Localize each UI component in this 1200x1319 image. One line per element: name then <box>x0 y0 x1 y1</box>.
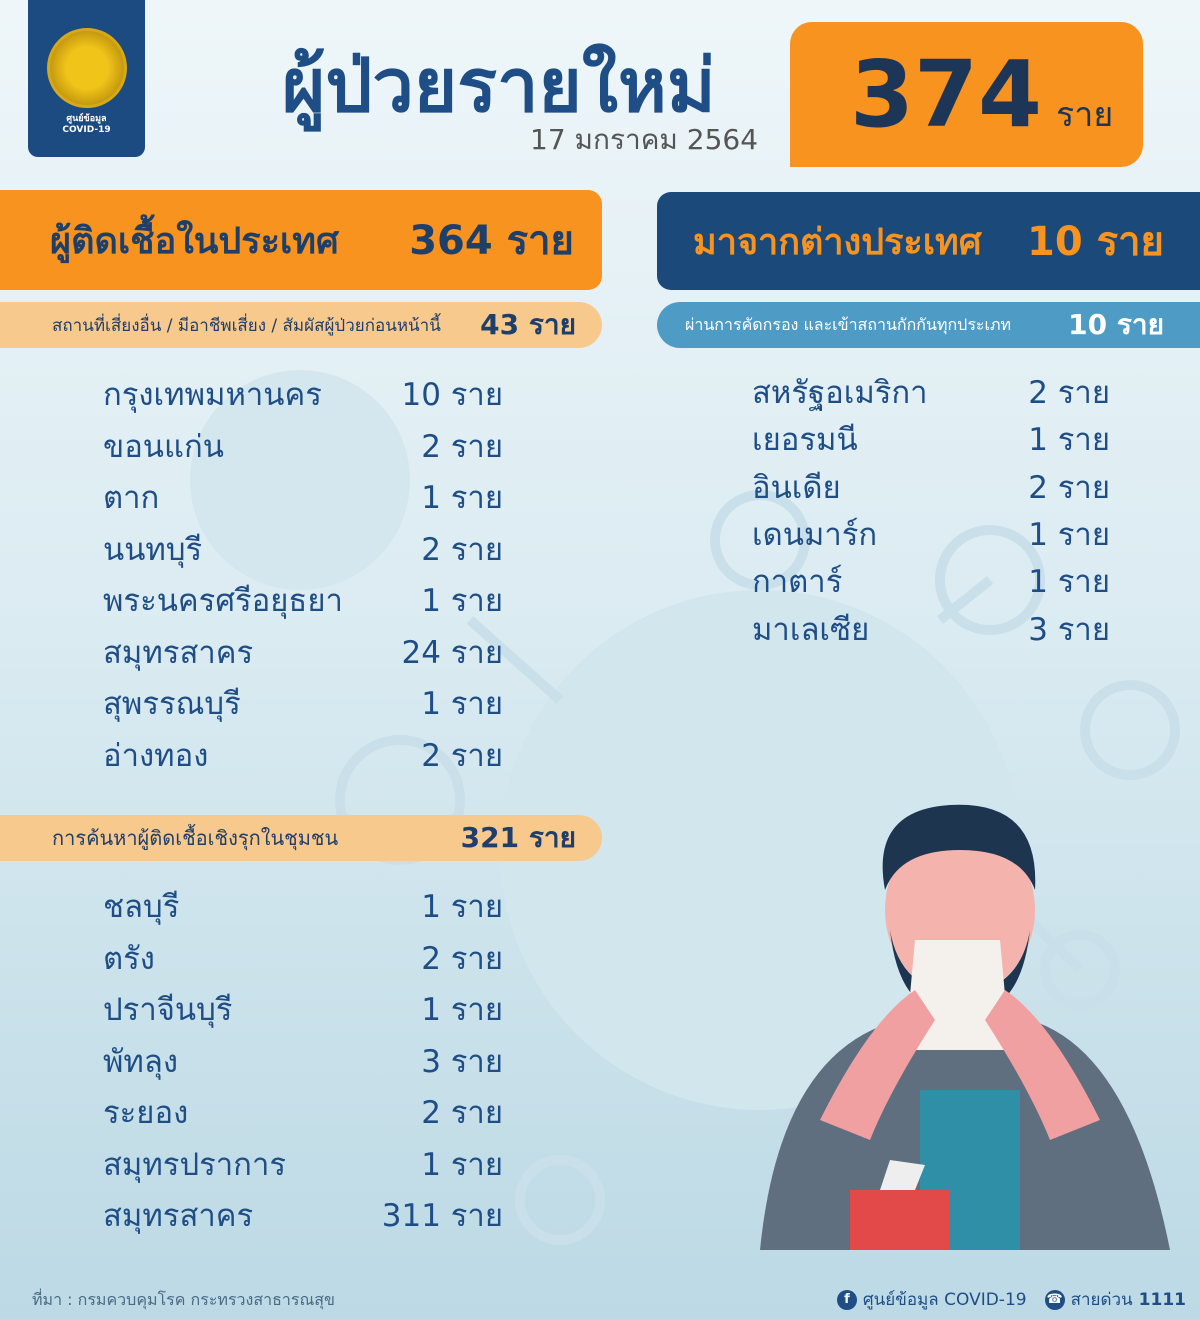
risk-group-bar: สถานที่เสี่ยงอื่น / มีอาชีพเสี่ยง / สัมผ… <box>0 302 602 348</box>
list-item: ระยอง 2 ราย <box>103 1087 503 1137</box>
item-name: พระนครศรีอยุธยา <box>103 583 343 619</box>
hotline-number[interactable]: 1111 <box>1138 1289 1186 1310</box>
item-count: 311 ราย <box>381 1198 503 1234</box>
list-item: ชลบุรี 1 ราย <box>103 881 503 931</box>
active-search-bar: การค้นหาผู้ติดเชื้อเชิงรุกในชุมชน 321 รา… <box>0 815 602 861</box>
item-count: 2 ราย <box>421 940 503 977</box>
source-note: ที่มา : กรมควบคุมโรค กระทรวงสาธารณสุข <box>32 1290 335 1309</box>
item-name: ปราจีนบุรี <box>103 992 233 1028</box>
list-item: มาเลเซีย 3 ราย <box>752 604 1110 654</box>
footer-contacts: f ศูนย์ข้อมูล COVID-19 ☎ สายด่วน 1111 <box>836 1286 1186 1313</box>
item-count: 1 ราย <box>421 480 503 516</box>
list-item: ปราจีนบุรี 1 ราย <box>103 984 503 1034</box>
item-name: สุพรรณบุรี <box>103 686 241 722</box>
domestic-label: ผู้ติดเชื้อในประเทศ <box>50 220 339 262</box>
sneezing-person-illustration <box>760 804 1170 1250</box>
item-name: พัทลุง <box>103 1043 179 1080</box>
logo-text-en: COVID-19 <box>62 125 111 135</box>
imported-label: มาจากต่างประเทศ <box>693 221 982 263</box>
list-item: สหรัฐอเมริกา 2 ราย <box>752 367 1110 417</box>
item-name: สมุทรสาคร <box>103 634 254 671</box>
list-item: สมุทรสาคร 24 ราย <box>103 627 503 677</box>
active-search-value: 321 ราย <box>460 821 576 854</box>
domestic-value: 364 ราย <box>409 218 574 264</box>
item-count: 1 ราย <box>421 583 503 619</box>
item-name: อ่างทอง <box>103 737 209 774</box>
item-count: 24 ราย <box>401 634 503 671</box>
list-item: พระนครศรีอยุธยา 1 ราย <box>103 575 503 625</box>
item-name: สหรัฐอเมริกา <box>752 375 928 411</box>
item-name: เดนมาร์ก <box>752 516 878 553</box>
item-count: 1 ราย <box>421 1146 503 1183</box>
list-item: เดนมาร์ก 1 ราย <box>752 509 1110 559</box>
item-count: 1 ราย <box>421 992 503 1028</box>
facebook-page[interactable]: ศูนย์ข้อมูล COVID-19 <box>862 1290 1027 1310</box>
item-count: 2 ราย <box>421 428 503 465</box>
phone-icon: ☎ <box>1044 1289 1065 1310</box>
item-name: ตรัง <box>103 940 155 977</box>
item-count: 1 ราย <box>1028 422 1110 459</box>
item-count: 2 ราย <box>1028 469 1110 506</box>
list-item: กรุงเทพมหานคร 10 ราย <box>103 369 503 419</box>
list-item: พัทลุง 3 ราย <box>103 1036 503 1086</box>
item-name: กาตาร์ <box>752 564 843 601</box>
total-cases-box: 374 ราย <box>790 22 1143 167</box>
item-count: 2 ราย <box>1028 375 1110 411</box>
item-count: 1 ราย <box>421 686 503 722</box>
logo-text-th: ศูนย์ข้อมูล <box>66 114 107 124</box>
hotline-label: สายด่วน <box>1070 1290 1133 1310</box>
page-title: ผู้ป่วยรายใหม่ <box>282 43 716 129</box>
list-item: เยอรมนี 1 ราย <box>752 414 1110 464</box>
imported-value: 10 ราย <box>1027 219 1164 265</box>
item-count: 1 ราย <box>421 889 503 925</box>
list-item: นนทบุรี 2 ราย <box>103 524 503 574</box>
item-count: 3 ราย <box>1028 611 1110 648</box>
item-count: 3 ราย <box>421 1043 503 1080</box>
item-name: มาเลเซีย <box>752 611 870 648</box>
active-search-label: การค้นหาผู้ติดเชื้อเชิงรุกในชุมชน <box>52 826 339 850</box>
list-item: สมุทรสาคร 311 ราย <box>103 1190 503 1240</box>
item-name: ระยอง <box>103 1095 189 1131</box>
risk-group-label: สถานที่เสี่ยงอื่น / มีอาชีพเสี่ยง / สัมผ… <box>52 315 441 336</box>
quarantine-bar: ผ่านการคัดกรอง และเข้าสถานกักกันทุกประเภ… <box>657 302 1200 348</box>
item-count: 1 ราย <box>1028 516 1110 553</box>
list-item: อินเดีย 2 ราย <box>752 462 1110 512</box>
total-cases-value: 374 <box>850 41 1043 148</box>
covid-center-logo: ศูนย์ข้อมูล COVID-19 <box>28 0 145 157</box>
risk-group-value: 43 ราย <box>480 308 576 341</box>
quarantine-label: ผ่านการคัดกรอง และเข้าสถานกักกันทุกประเภ… <box>685 314 1012 334</box>
item-count: 2 ราย <box>421 1095 503 1131</box>
report-date: 17 มกราคม 2564 <box>530 123 759 156</box>
list-item: อ่างทอง 2 ราย <box>103 730 503 780</box>
item-name: นนทบุรี <box>103 531 203 568</box>
item-name: เยอรมนี <box>752 422 858 459</box>
item-name: สมุทรสาคร <box>103 1198 254 1234</box>
facebook-icon: f <box>836 1289 857 1310</box>
list-item: สุพรรณบุรี 1 ราย <box>103 678 503 728</box>
item-count: 2 ราย <box>421 737 503 774</box>
item-count: 1 ราย <box>1028 564 1110 601</box>
government-seal-icon <box>46 28 127 108</box>
list-item: ขอนแก่น 2 ราย <box>103 421 503 471</box>
item-count: 2 ราย <box>421 531 503 568</box>
imported-banner: มาจากต่างประเทศ 10 ราย <box>657 192 1200 290</box>
item-name: ตาก <box>103 480 160 516</box>
list-item: กาตาร์ 1 ราย <box>752 556 1110 606</box>
quarantine-value: 10 ราย <box>1068 308 1164 341</box>
item-name: ชลบุรี <box>103 889 180 925</box>
list-item: ตาก 1 ราย <box>103 472 503 522</box>
item-name: สมุทรปราการ <box>103 1146 287 1183</box>
list-item: สมุทรปราการ 1 ราย <box>103 1139 503 1189</box>
item-name: ขอนแก่น <box>103 428 224 465</box>
item-name: อินเดีย <box>752 469 841 506</box>
domestic-banner: ผู้ติดเชื้อในประเทศ 364 ราย <box>0 190 602 290</box>
item-count: 10 ราย <box>401 377 503 413</box>
list-item: ตรัง 2 ราย <box>103 933 503 983</box>
item-name: กรุงเทพมหานคร <box>103 377 322 413</box>
total-cases-unit: ราย <box>1056 95 1114 135</box>
